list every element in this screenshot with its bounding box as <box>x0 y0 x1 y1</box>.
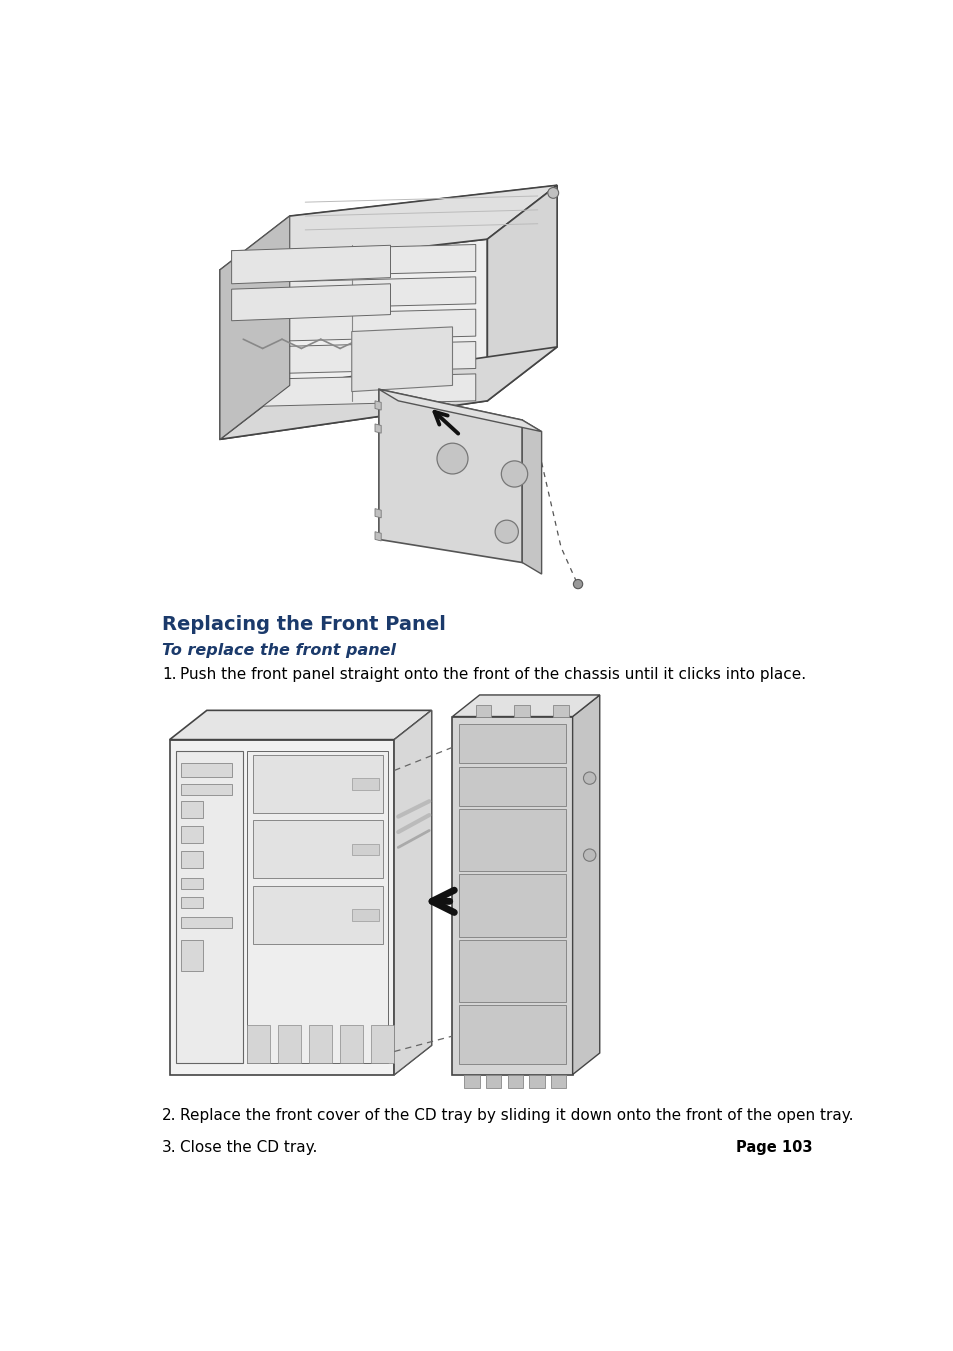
Polygon shape <box>170 711 431 739</box>
Polygon shape <box>458 1005 566 1063</box>
Polygon shape <box>181 825 203 843</box>
Polygon shape <box>340 1024 363 1063</box>
Polygon shape <box>485 1074 500 1089</box>
Polygon shape <box>371 1024 394 1063</box>
Polygon shape <box>521 420 541 574</box>
Polygon shape <box>394 711 431 1074</box>
Polygon shape <box>375 401 381 411</box>
Polygon shape <box>181 940 203 970</box>
Polygon shape <box>220 347 557 439</box>
Circle shape <box>436 443 468 474</box>
Polygon shape <box>476 705 491 716</box>
Circle shape <box>583 848 596 862</box>
Polygon shape <box>352 843 378 855</box>
Polygon shape <box>232 374 476 407</box>
Text: 1.: 1. <box>162 667 176 682</box>
Polygon shape <box>487 185 557 401</box>
Polygon shape <box>232 246 390 284</box>
Polygon shape <box>514 705 530 716</box>
Polygon shape <box>220 185 557 270</box>
Polygon shape <box>253 820 382 878</box>
Circle shape <box>495 520 517 543</box>
Polygon shape <box>181 878 203 889</box>
Polygon shape <box>181 763 232 777</box>
Polygon shape <box>458 940 566 1002</box>
Polygon shape <box>378 389 541 431</box>
Polygon shape <box>458 766 566 805</box>
Polygon shape <box>253 886 382 943</box>
Polygon shape <box>458 809 566 871</box>
Polygon shape <box>290 185 557 385</box>
Polygon shape <box>507 1074 522 1089</box>
Text: To replace the front panel: To replace the front panel <box>162 643 395 658</box>
Polygon shape <box>232 284 390 320</box>
Polygon shape <box>572 694 599 1074</box>
Polygon shape <box>181 897 203 908</box>
Text: Push the front panel straight onto the front of the chassis until it clicks into: Push the front panel straight onto the f… <box>179 667 805 682</box>
Polygon shape <box>232 309 476 342</box>
Polygon shape <box>278 1024 301 1063</box>
Polygon shape <box>553 705 568 716</box>
Polygon shape <box>181 785 232 794</box>
Polygon shape <box>529 1074 544 1089</box>
Polygon shape <box>170 739 394 1074</box>
Polygon shape <box>375 424 381 434</box>
Polygon shape <box>352 778 378 790</box>
Polygon shape <box>232 277 476 309</box>
Polygon shape <box>247 1024 270 1063</box>
Text: 3.: 3. <box>162 1140 176 1155</box>
Polygon shape <box>375 508 381 517</box>
Polygon shape <box>394 711 431 1074</box>
Polygon shape <box>550 1074 566 1089</box>
Polygon shape <box>464 1074 479 1089</box>
Polygon shape <box>253 755 382 813</box>
Polygon shape <box>232 342 476 374</box>
Polygon shape <box>220 239 487 439</box>
Circle shape <box>583 771 596 785</box>
Polygon shape <box>352 909 378 920</box>
Text: 2.: 2. <box>162 1108 176 1123</box>
Polygon shape <box>247 751 388 1063</box>
Polygon shape <box>452 694 599 716</box>
Circle shape <box>573 580 582 589</box>
Circle shape <box>500 461 527 488</box>
Polygon shape <box>352 327 452 392</box>
Polygon shape <box>175 751 243 1063</box>
Text: Replacing the Front Panel: Replacing the Front Panel <box>162 615 445 634</box>
Text: Close the CD tray.: Close the CD tray. <box>179 1140 316 1155</box>
Text: Replace the front cover of the CD tray by sliding it down onto the front of the : Replace the front cover of the CD tray b… <box>179 1108 852 1123</box>
Polygon shape <box>458 874 566 936</box>
Polygon shape <box>181 917 232 928</box>
Polygon shape <box>375 532 381 540</box>
Polygon shape <box>309 1024 332 1063</box>
Text: Page 103: Page 103 <box>736 1140 812 1155</box>
Polygon shape <box>181 851 203 869</box>
Polygon shape <box>458 724 566 763</box>
Polygon shape <box>181 801 203 819</box>
Polygon shape <box>220 216 290 439</box>
Circle shape <box>547 188 558 199</box>
Polygon shape <box>452 716 572 1074</box>
Polygon shape <box>378 389 521 562</box>
Polygon shape <box>232 245 476 277</box>
